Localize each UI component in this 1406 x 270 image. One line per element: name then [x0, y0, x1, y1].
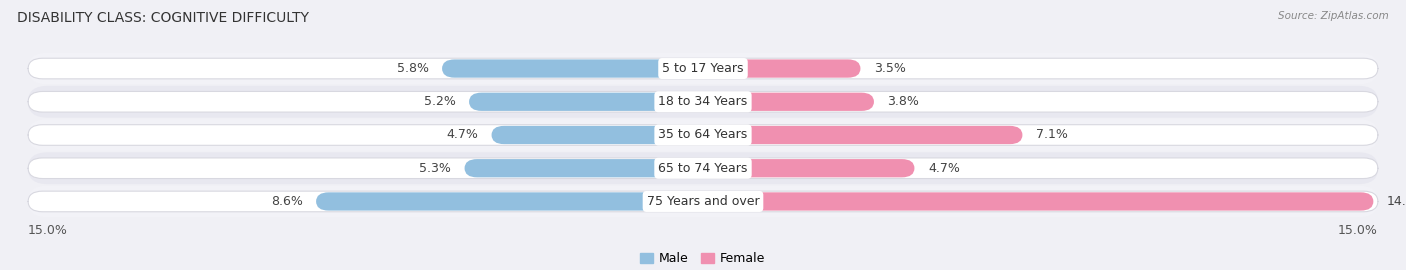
Text: 4.7%: 4.7% — [446, 129, 478, 141]
Text: 3.8%: 3.8% — [887, 95, 920, 108]
FancyBboxPatch shape — [703, 159, 914, 177]
Text: 35 to 64 Years: 35 to 64 Years — [658, 129, 748, 141]
FancyBboxPatch shape — [441, 59, 703, 78]
Text: 18 to 34 Years: 18 to 34 Years — [658, 95, 748, 108]
FancyBboxPatch shape — [703, 59, 860, 78]
Text: 5.2%: 5.2% — [423, 95, 456, 108]
Text: 15.0%: 15.0% — [1339, 224, 1378, 237]
FancyBboxPatch shape — [28, 125, 1378, 145]
FancyBboxPatch shape — [28, 152, 1378, 184]
FancyBboxPatch shape — [28, 53, 1378, 85]
Text: 5.8%: 5.8% — [396, 62, 429, 75]
FancyBboxPatch shape — [492, 126, 703, 144]
FancyBboxPatch shape — [470, 93, 703, 111]
FancyBboxPatch shape — [28, 92, 1378, 112]
FancyBboxPatch shape — [28, 86, 1378, 118]
Text: 14.9%: 14.9% — [1386, 195, 1406, 208]
Text: 15.0%: 15.0% — [28, 224, 67, 237]
FancyBboxPatch shape — [703, 93, 875, 111]
FancyBboxPatch shape — [28, 58, 1378, 79]
FancyBboxPatch shape — [28, 119, 1378, 151]
Text: Source: ZipAtlas.com: Source: ZipAtlas.com — [1278, 11, 1389, 21]
Text: DISABILITY CLASS: COGNITIVE DIFFICULTY: DISABILITY CLASS: COGNITIVE DIFFICULTY — [17, 11, 309, 25]
FancyBboxPatch shape — [316, 192, 703, 211]
Text: 5.3%: 5.3% — [419, 162, 451, 175]
Text: 5 to 17 Years: 5 to 17 Years — [662, 62, 744, 75]
Text: 4.7%: 4.7% — [928, 162, 960, 175]
FancyBboxPatch shape — [28, 158, 1378, 178]
FancyBboxPatch shape — [28, 191, 1378, 212]
FancyBboxPatch shape — [28, 185, 1378, 217]
Text: 8.6%: 8.6% — [271, 195, 302, 208]
Text: 3.5%: 3.5% — [875, 62, 905, 75]
Text: 75 Years and over: 75 Years and over — [647, 195, 759, 208]
Text: 7.1%: 7.1% — [1036, 129, 1067, 141]
FancyBboxPatch shape — [703, 192, 1374, 211]
Text: 65 to 74 Years: 65 to 74 Years — [658, 162, 748, 175]
FancyBboxPatch shape — [703, 126, 1022, 144]
Legend: Male, Female: Male, Female — [636, 247, 770, 270]
FancyBboxPatch shape — [464, 159, 703, 177]
